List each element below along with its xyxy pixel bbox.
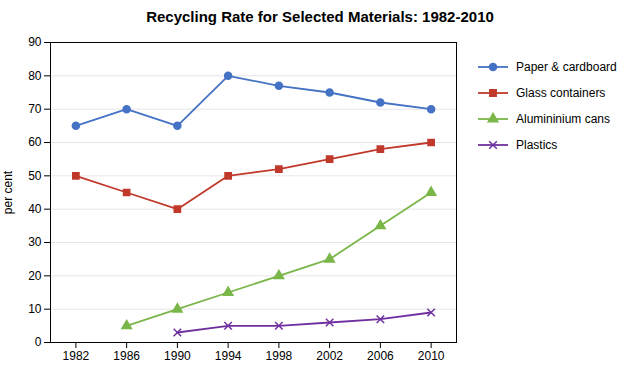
svg-text:90: 90 — [28, 35, 42, 49]
html-text:Glass containers: Glass containers — [516, 86, 606, 100]
svg-text:50: 50 — [28, 169, 42, 183]
svg-text:80: 80 — [28, 69, 42, 83]
svg-text:40: 40 — [28, 202, 42, 216]
svg-text:10: 10 — [28, 302, 42, 316]
html-text:Alumininium cans: Alumininium cans — [516, 112, 610, 126]
html-text:Recycling Rate for Selected Ma: Recycling Rate for Selected Materials: 1… — [146, 8, 494, 25]
svg-text:2010: 2010 — [418, 349, 445, 363]
svg-text:2006: 2006 — [367, 349, 394, 363]
svg-text:1998: 1998 — [266, 349, 293, 363]
svg-text:1990: 1990 — [164, 349, 191, 363]
svg-text:20: 20 — [28, 269, 42, 283]
html-text:Paper & cardboard: Paper & cardboard — [516, 60, 617, 74]
svg-text:30: 30 — [28, 235, 42, 249]
svg-text:1982: 1982 — [63, 349, 90, 363]
svg-text:70: 70 — [28, 102, 42, 116]
svg-text:1994: 1994 — [215, 349, 242, 363]
svg-text:0: 0 — [35, 335, 42, 349]
svg-text:1986: 1986 — [113, 349, 140, 363]
svg-text:per cent: per cent — [1, 170, 15, 214]
svg-text:60: 60 — [28, 135, 42, 149]
html-text:Plastics: Plastics — [516, 138, 558, 152]
svg-text:2002: 2002 — [316, 349, 343, 363]
